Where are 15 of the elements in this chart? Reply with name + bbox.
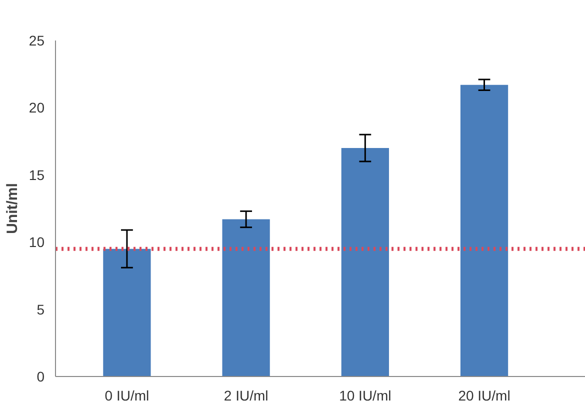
x-tick-label: 10 IU/ml (339, 388, 392, 404)
bar (341, 148, 389, 376)
y-tick-label: 5 (36, 301, 45, 318)
x-tick-label: 20 IU/ml (458, 388, 510, 404)
bar (460, 84, 508, 376)
bar (222, 219, 270, 376)
y-tick-label: 20 (28, 100, 45, 116)
x-tick-label: 2 IU/ml (224, 388, 268, 404)
y-tick-label: 10 (28, 234, 45, 250)
y-tick-label: 0 (36, 368, 45, 384)
y-tick-label: 25 (28, 32, 45, 48)
y-tick-label: 15 (28, 166, 45, 183)
y-axis-title: Unit/ml (4, 183, 21, 234)
bar (103, 248, 151, 376)
x-tick-label: 0 IU/ml (104, 388, 150, 404)
